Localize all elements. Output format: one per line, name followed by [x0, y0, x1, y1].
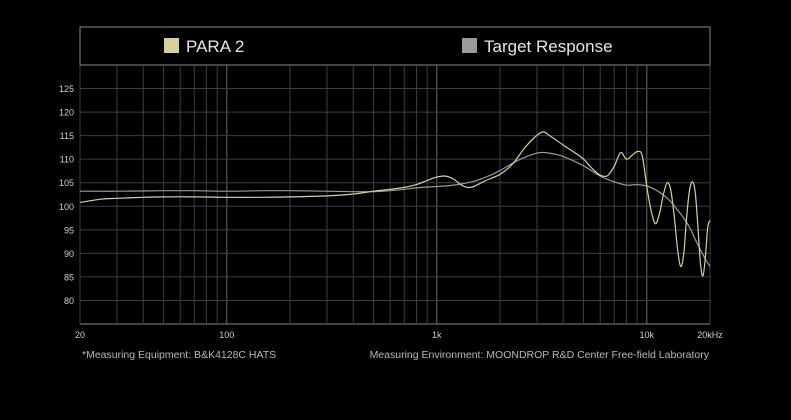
chart-frame	[79, 26, 711, 325]
series-line-target	[79, 151, 711, 267]
x-tick-label: 1k	[432, 330, 442, 340]
legend-swatch-target	[462, 38, 477, 53]
x-tick-label: 20kHz	[697, 330, 723, 340]
x-tick-label: 20	[75, 330, 85, 340]
y-tick-label: 125	[59, 84, 74, 94]
x-tick-label: 10k	[640, 330, 655, 340]
y-tick-label: 90	[64, 249, 74, 259]
series-line-para2	[79, 131, 711, 277]
y-tick-label: 100	[59, 202, 74, 212]
x-tick-label: 100	[219, 330, 234, 340]
y-tick-label: 120	[59, 108, 74, 118]
legend-label-para2: PARA 2	[186, 37, 244, 56]
y-tick-label: 80	[64, 296, 74, 306]
y-tick-label: 115	[60, 131, 74, 141]
y-tick-label: 95	[64, 225, 74, 235]
legend-swatch-para2	[164, 38, 179, 53]
legend-label-target: Target Response	[484, 37, 613, 56]
measuring-environment-note: Measuring Environment: MOONDROP R&D Cent…	[369, 349, 709, 361]
y-tick-label: 85	[64, 272, 74, 282]
y-tick-label: 105	[59, 178, 74, 188]
y-tick-label: 110	[60, 155, 74, 165]
measuring-equipment-note: *Measuring Equipment: B&K4128C HATS	[82, 349, 277, 361]
